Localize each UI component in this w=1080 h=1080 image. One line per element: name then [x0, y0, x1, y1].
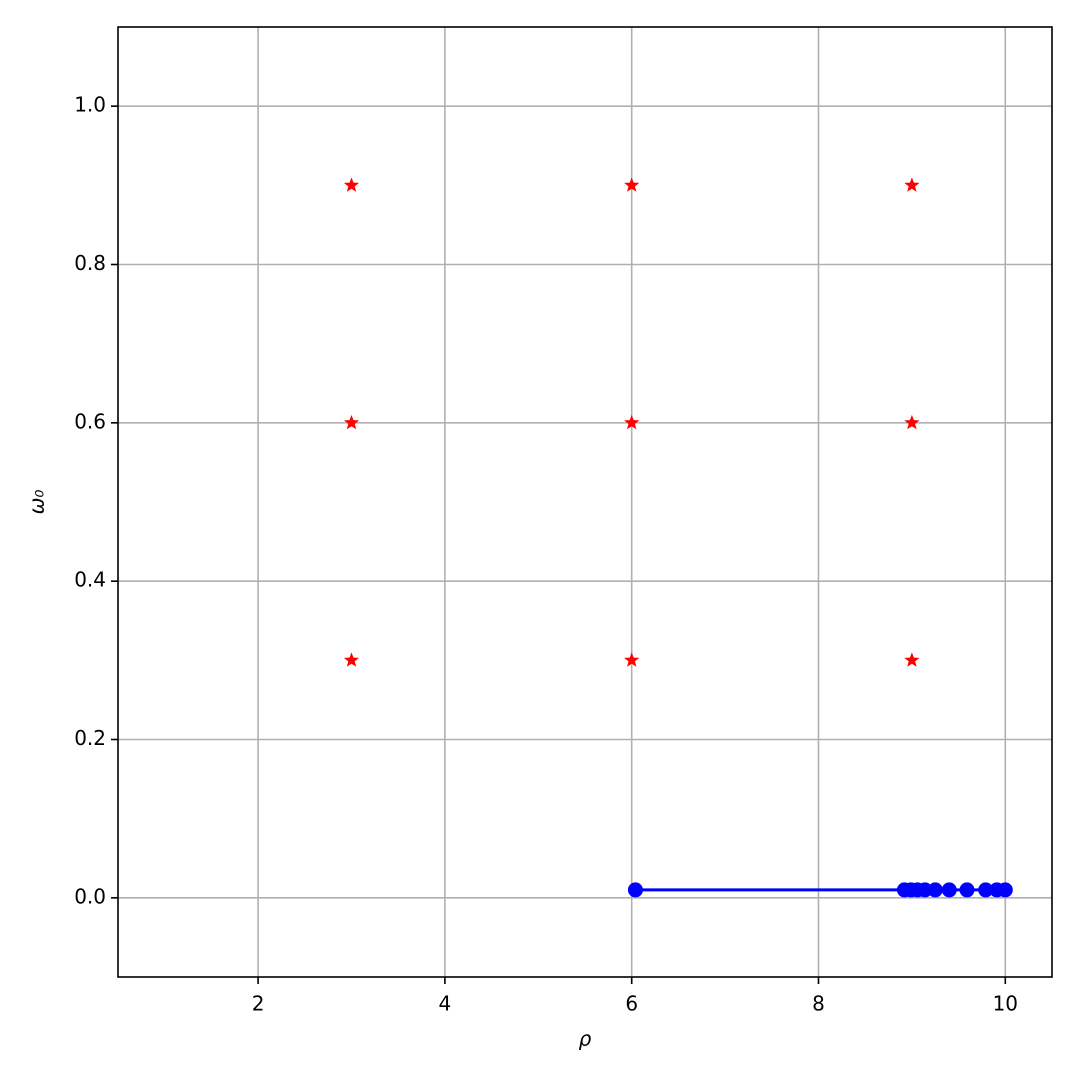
x-tick-label: 6 [625, 992, 638, 1016]
circle-marker [917, 882, 933, 898]
y-tick-label: 0.8 [74, 251, 106, 275]
y-tick-label: 0.6 [74, 409, 106, 433]
star-marker [904, 652, 920, 667]
y-tick-label: 0.4 [74, 568, 106, 592]
star-marker [343, 177, 360, 192]
plot-frame [117, 26, 1053, 978]
y-tick-label: 0.2 [74, 726, 106, 750]
y-axis-label: ω₀ [25, 490, 49, 515]
x-tick-label: 4 [439, 992, 452, 1016]
circle-marker [941, 882, 957, 898]
star-marker [343, 652, 360, 667]
x-axis-label: ρ [579, 1027, 592, 1051]
circle-marker [997, 882, 1013, 898]
x-tick-label: 2 [252, 992, 265, 1016]
circle-marker [959, 882, 975, 898]
circle-marker [978, 882, 994, 898]
circle-marker [627, 882, 643, 898]
y-tick-label: 0.0 [74, 884, 106, 908]
marks-layer [343, 177, 1013, 898]
star-marker [624, 177, 640, 192]
star-marker [343, 414, 360, 430]
x-tick-label: 8 [812, 992, 825, 1016]
y-tick-label: 1.0 [74, 93, 106, 117]
star-marker [624, 414, 640, 430]
star-marker [904, 414, 920, 430]
circle-marker [927, 882, 943, 898]
star-marker [904, 177, 920, 192]
x-tick-label: 10 [993, 992, 1018, 1016]
star-marker [624, 652, 640, 667]
